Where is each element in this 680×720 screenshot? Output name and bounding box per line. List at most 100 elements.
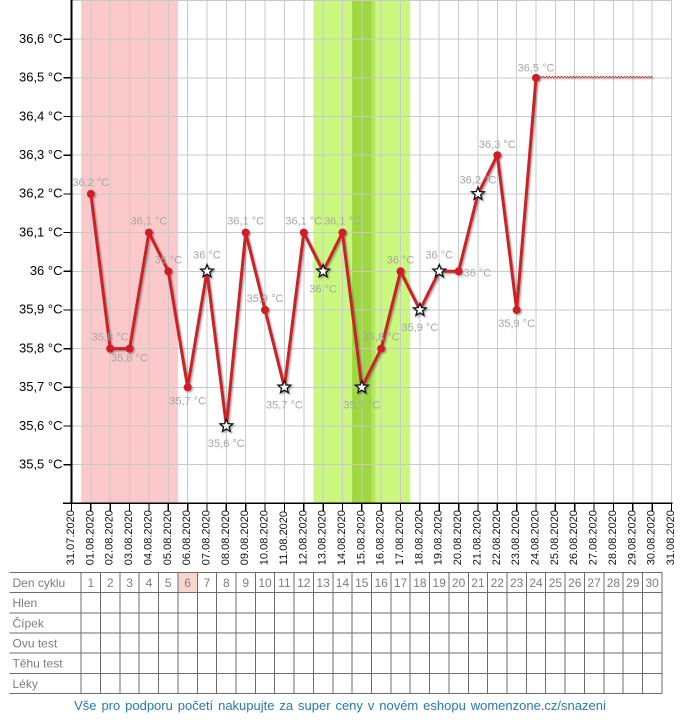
svg-text:35,8 °C: 35,8 °C — [92, 332, 129, 344]
svg-text:13: 13 — [316, 576, 330, 590]
svg-text:30: 30 — [645, 576, 659, 590]
svg-text:31.08.2020: 31.08.2020 — [665, 510, 677, 565]
svg-text:36 °C: 36 °C — [30, 263, 63, 278]
svg-text:36,1 °C: 36,1 °C — [227, 216, 264, 228]
svg-text:22.08.2020: 22.08.2020 — [491, 510, 503, 565]
svg-text:14: 14 — [336, 576, 350, 590]
svg-text:27.08.2020: 27.08.2020 — [588, 510, 600, 565]
svg-text:35,9 °C: 35,9 °C — [19, 302, 63, 317]
svg-text:Ovu test: Ovu test — [13, 637, 58, 651]
svg-text:4: 4 — [146, 576, 153, 590]
svg-text:23.08.2020: 23.08.2020 — [510, 510, 522, 565]
svg-text:36,4 °C: 36,4 °C — [19, 108, 63, 123]
svg-text:35,7 °C: 35,7 °C — [343, 399, 380, 411]
svg-text:24.08.2020: 24.08.2020 — [530, 510, 542, 565]
svg-text:20: 20 — [452, 576, 466, 590]
svg-text:28.08.2020: 28.08.2020 — [607, 510, 619, 565]
svg-text:25: 25 — [549, 576, 563, 590]
svg-text:35,7 °C: 35,7 °C — [266, 399, 303, 411]
svg-text:29.08.2020: 29.08.2020 — [626, 510, 638, 565]
svg-text:11: 11 — [278, 576, 291, 590]
svg-text:35,6 °C: 35,6 °C — [208, 438, 245, 450]
svg-text:26.08.2020: 26.08.2020 — [568, 510, 580, 565]
svg-text:5: 5 — [165, 576, 172, 590]
svg-text:15: 15 — [355, 576, 369, 590]
svg-text:6: 6 — [184, 576, 191, 590]
svg-text:9: 9 — [242, 576, 249, 590]
svg-text:36,2 °C: 36,2 °C — [19, 186, 63, 201]
svg-text:3: 3 — [126, 576, 133, 590]
svg-text:7: 7 — [204, 576, 211, 590]
svg-text:35,8 °C: 35,8 °C — [111, 353, 148, 365]
svg-text:28: 28 — [607, 576, 621, 590]
svg-text:09.08.2020: 09.08.2020 — [239, 510, 251, 565]
svg-text:35,9 °C: 35,9 °C — [498, 318, 535, 330]
svg-text:36,3 °C: 36,3 °C — [479, 139, 516, 151]
svg-text:23: 23 — [510, 576, 524, 590]
svg-text:20.08.2020: 20.08.2020 — [452, 510, 464, 565]
svg-text:12: 12 — [297, 576, 311, 590]
svg-text:36,5 °C: 36,5 °C — [518, 62, 555, 74]
svg-text:14.08.2020: 14.08.2020 — [336, 510, 348, 565]
svg-text:22: 22 — [491, 576, 505, 590]
svg-text:2: 2 — [107, 576, 114, 590]
svg-text:1: 1 — [88, 576, 95, 590]
svg-text:21: 21 — [471, 576, 485, 590]
svg-text:35,9 °C: 35,9 °C — [401, 322, 438, 334]
svg-text:36,2 °C: 36,2 °C — [72, 177, 109, 189]
svg-text:11.08.2020: 11.08.2020 — [278, 511, 290, 565]
svg-text:24: 24 — [529, 576, 543, 590]
svg-text:26: 26 — [568, 576, 582, 590]
svg-text:30.08.2020: 30.08.2020 — [646, 510, 658, 565]
svg-text:17.08.2020: 17.08.2020 — [394, 510, 406, 565]
svg-text:31.07.2020: 31.07.2020 — [65, 510, 77, 565]
svg-text:08.08.2020: 08.08.2020 — [220, 510, 232, 565]
svg-text:35,7 °C: 35,7 °C — [19, 379, 63, 394]
svg-text:35,8 °C: 35,8 °C — [363, 332, 400, 344]
svg-text:06.08.2020: 06.08.2020 — [181, 510, 193, 565]
svg-text:35,9 °C: 35,9 °C — [247, 293, 284, 305]
svg-text:Čípek: Čípek — [13, 615, 45, 630]
svg-text:19: 19 — [433, 576, 447, 590]
svg-text:02.08.2020: 02.08.2020 — [104, 510, 116, 565]
svg-text:04.08.2020: 04.08.2020 — [142, 510, 154, 565]
svg-text:36,6 °C: 36,6 °C — [19, 31, 63, 46]
svg-text:21.08.2020: 21.08.2020 — [471, 510, 483, 565]
svg-text:Den cyklu: Den cyklu — [13, 576, 66, 590]
svg-text:18: 18 — [413, 576, 427, 590]
svg-text:10: 10 — [258, 576, 272, 590]
svg-text:36 °C: 36 °C — [309, 283, 337, 295]
svg-text:Těhu test: Těhu test — [13, 657, 64, 671]
svg-text:36 °C: 36 °C — [425, 249, 453, 261]
svg-text:07.08.2020: 07.08.2020 — [200, 510, 212, 565]
svg-text:35,8 °C: 35,8 °C — [19, 340, 63, 355]
svg-text:15.08.2020: 15.08.2020 — [355, 510, 367, 565]
svg-text:36 °C: 36 °C — [193, 249, 221, 261]
svg-text:29: 29 — [626, 576, 640, 590]
svg-text:36 °C: 36 °C — [464, 267, 492, 279]
svg-text:Vše pro podporu početí nakupuj: Vše pro podporu početí nakupujte za supe… — [74, 698, 606, 713]
svg-text:27: 27 — [587, 576, 601, 590]
svg-text:03.08.2020: 03.08.2020 — [123, 510, 135, 565]
svg-text:Hlen: Hlen — [13, 596, 38, 610]
svg-text:10.08.2020: 10.08.2020 — [259, 510, 271, 565]
svg-text:05.08.2020: 05.08.2020 — [162, 510, 174, 565]
svg-text:8: 8 — [223, 576, 230, 590]
svg-text:18.08.2020: 18.08.2020 — [413, 510, 425, 565]
svg-text:35,6 °C: 35,6 °C — [19, 418, 63, 433]
svg-text:25.08.2020: 25.08.2020 — [549, 510, 561, 565]
svg-text:36,1 °C: 36,1 °C — [19, 224, 63, 239]
svg-text:36,1 °C: 36,1 °C — [285, 216, 322, 228]
svg-text:01.08.2020: 01.08.2020 — [84, 510, 96, 565]
svg-text:17: 17 — [394, 576, 408, 590]
svg-text:12.08.2020: 12.08.2020 — [297, 510, 309, 565]
svg-text:36 °C: 36 °C — [387, 254, 415, 266]
svg-text:16: 16 — [375, 576, 389, 590]
svg-text:36,3 °C: 36,3 °C — [19, 147, 63, 162]
svg-text:36,1 °C: 36,1 °C — [324, 216, 361, 228]
svg-text:Léky: Léky — [13, 677, 38, 691]
svg-text:36 °C: 36 °C — [154, 254, 182, 266]
svg-text:13.08.2020: 13.08.2020 — [317, 510, 329, 565]
svg-text:36,2 °C: 36,2 °C — [460, 174, 497, 186]
svg-text:36,1 °C: 36,1 °C — [131, 216, 168, 228]
